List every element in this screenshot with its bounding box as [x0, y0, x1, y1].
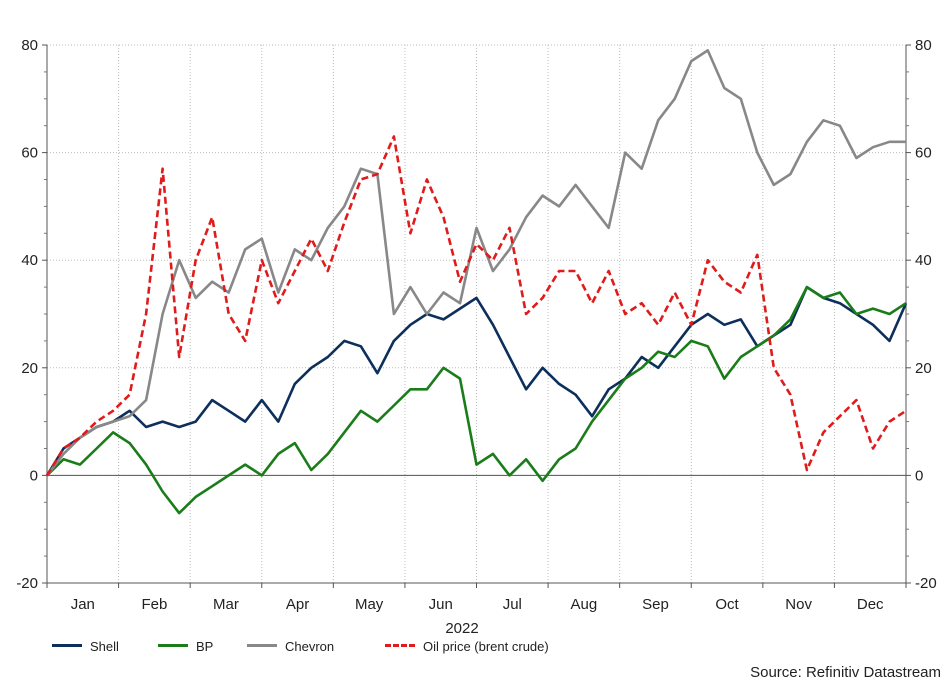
legend-label: BP	[196, 639, 214, 654]
y-tick-label-left: -20	[16, 575, 38, 592]
x-tick-label: Mar	[213, 596, 239, 613]
x-tick-label: May	[355, 596, 384, 613]
x-axis-title: 2022	[445, 620, 478, 636]
y-tick-label-right: 80	[915, 37, 932, 54]
x-tick-label: Jul	[503, 596, 522, 613]
legend-swatch	[52, 644, 82, 648]
legend-label: Chevron	[285, 639, 335, 654]
y-tick-label-right: 20	[915, 360, 932, 377]
x-tick-label: Sep	[642, 596, 669, 613]
legend-item: BP	[158, 639, 213, 654]
y-tick-label-right: -20	[915, 575, 937, 592]
legend-item: Oil price (brent crude)	[385, 639, 549, 654]
y-tick-label-left: 0	[30, 467, 38, 484]
legend-swatch	[158, 644, 188, 648]
legend-item: Chevron	[247, 639, 334, 654]
x-tick-label: Jan	[71, 596, 95, 613]
x-tick-label: Nov	[785, 596, 812, 613]
y-tick-label-right: 40	[915, 252, 932, 269]
legend-swatch	[385, 644, 415, 648]
grid	[47, 44, 906, 583]
x-tick-label: Dec	[857, 596, 884, 613]
chart: -20 -20 0 0 20 20 40 40 60 60 80 80 Jan Feb Mar Apr May J…	[16, 37, 936, 636]
x-tick-label: Apr	[286, 596, 309, 613]
legend-label: Shell	[90, 639, 119, 654]
x-tick-label: Feb	[141, 596, 167, 613]
legend-item: Shell	[52, 639, 119, 654]
series-line-oil-price-brent-crude	[45, 135, 907, 477]
y-tick-label-left: 60	[21, 145, 38, 162]
source-note: Source: Refinitiv Datastream	[750, 664, 941, 681]
axes	[42, 44, 911, 588]
tick-labels: -20 -20 0 0 20 20 40 40 60 60 80 80 Jan Feb Mar Apr May J…	[16, 37, 936, 613]
legend-swatch	[247, 644, 277, 648]
x-tick-label: Jun	[429, 596, 453, 613]
y-tick-label-right: 0	[915, 467, 923, 484]
x-tick-label: Aug	[571, 596, 598, 613]
y-tick-label-left: 40	[21, 252, 38, 269]
y-tick-label-left: 20	[21, 360, 38, 377]
legend-label: Oil price (brent crude)	[423, 639, 549, 654]
series-line-bp	[46, 285, 907, 515]
x-tick-label: Oct	[715, 596, 739, 613]
series-layer	[45, 49, 908, 515]
y-tick-label-left: 80	[21, 37, 38, 54]
y-tick-label-right: 60	[915, 145, 932, 162]
